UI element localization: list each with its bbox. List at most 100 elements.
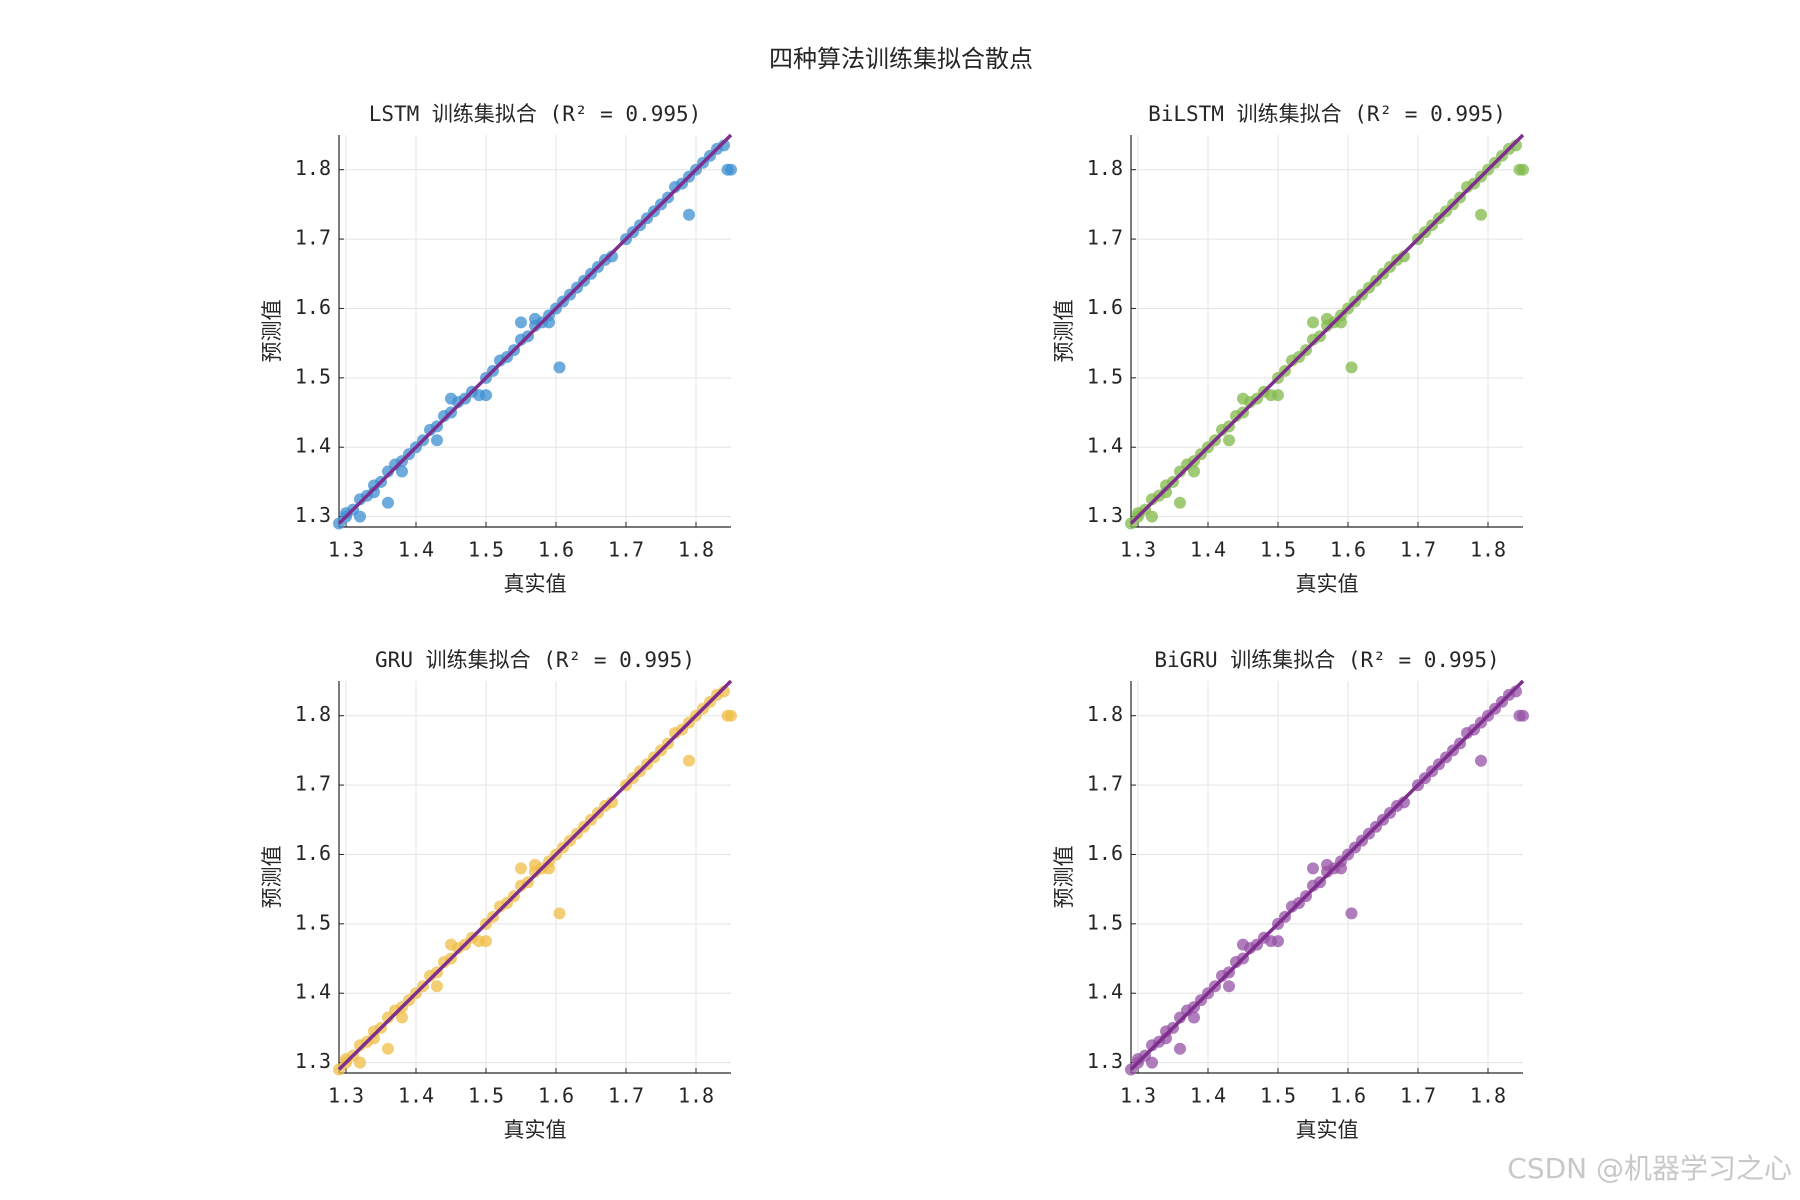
point [1475, 208, 1487, 221]
panel-title: GRU 训练集拟合 (R² = 0.995) [375, 648, 695, 672]
point [445, 938, 457, 951]
x-tick-label: 1.3 [1120, 538, 1156, 562]
x-tick-label: 1.6 [538, 1084, 574, 1108]
point [1188, 465, 1200, 478]
point [718, 685, 730, 698]
x-tick-label: 1.3 [328, 1084, 364, 1108]
figure-title: 四种算法训练集拟合散点 [769, 45, 1033, 73]
y-axis-label: 预测值 [260, 300, 284, 363]
point [606, 796, 618, 809]
y-tick-label: 1.5 [295, 910, 331, 934]
point [382, 496, 394, 509]
point [1146, 510, 1158, 523]
x-tick-label: 1.8 [1470, 538, 1506, 562]
x-tick-label: 1.8 [1470, 1084, 1506, 1108]
point [431, 434, 443, 447]
x-tick-label: 1.4 [398, 538, 434, 562]
x-tick-label: 1.5 [468, 538, 504, 562]
point [553, 907, 566, 920]
fit-line [1129, 133, 1525, 525]
y-tick-label: 1.4 [295, 980, 331, 1004]
x-tick-label: 1.4 [398, 1084, 434, 1108]
y-tick-label: 1.6 [1087, 295, 1123, 319]
point [1475, 754, 1487, 767]
y-tick-label: 1.6 [295, 295, 331, 319]
point [1517, 163, 1529, 176]
fit-line [1129, 679, 1525, 1071]
y-tick-label: 1.3 [1087, 1049, 1123, 1073]
point [1398, 796, 1410, 809]
y-tick-label: 1.4 [295, 434, 331, 458]
y-axis-label: 预测值 [260, 846, 284, 909]
x-tick-label: 1.7 [1400, 538, 1436, 562]
point [515, 862, 527, 875]
point [606, 250, 618, 263]
y-tick-label: 1.5 [1087, 910, 1123, 934]
x-tick-label: 1.5 [1260, 538, 1296, 562]
point [1237, 938, 1249, 951]
point [431, 980, 443, 993]
x-tick-label: 1.4 [1190, 538, 1226, 562]
point [1223, 434, 1235, 447]
y-tick-label: 1.7 [295, 226, 331, 250]
point [718, 139, 730, 152]
y-tick-label: 1.6 [1087, 841, 1123, 865]
point [683, 754, 695, 767]
point [1272, 389, 1284, 402]
y-tick-label: 1.8 [1087, 156, 1123, 180]
y-tick-label: 1.3 [1087, 503, 1123, 527]
point [1517, 709, 1529, 722]
point [725, 709, 737, 722]
point [1345, 361, 1358, 374]
point [1321, 312, 1333, 325]
point [1223, 980, 1235, 993]
point [480, 935, 492, 948]
point [725, 163, 737, 176]
x-tick-label: 1.8 [678, 1084, 714, 1108]
x-tick-label: 1.3 [1120, 1084, 1156, 1108]
y-tick-label: 1.8 [295, 156, 331, 180]
x-axis-label: 真实值 [504, 572, 567, 596]
x-tick-label: 1.6 [538, 538, 574, 562]
panel-title: BiGRU 训练集拟合 (R² = 0.995) [1154, 648, 1499, 672]
fit-line [337, 679, 733, 1071]
point [445, 392, 457, 405]
y-tick-label: 1.3 [295, 1049, 331, 1073]
x-tick-label: 1.3 [328, 538, 364, 562]
x-tick-label: 1.4 [1190, 1084, 1226, 1108]
x-axis-label: 真实值 [504, 1118, 567, 1142]
fit-line [337, 133, 733, 525]
point [515, 316, 527, 329]
x-axis-label: 真实值 [1296, 1118, 1359, 1142]
x-tick-label: 1.6 [1330, 1084, 1366, 1108]
point [1188, 1011, 1200, 1024]
point [396, 465, 408, 478]
y-tick-label: 1.6 [295, 841, 331, 865]
y-tick-label: 1.3 [295, 503, 331, 527]
point [1321, 858, 1333, 871]
point [1307, 316, 1319, 329]
panel-title: LSTM 训练集拟合 (R² = 0.995) [369, 102, 702, 126]
y-tick-label: 1.4 [1087, 434, 1123, 458]
point [683, 208, 695, 221]
y-tick-label: 1.7 [295, 772, 331, 796]
point [480, 389, 492, 402]
point [354, 1056, 366, 1069]
y-axis-label: 预测值 [1052, 846, 1076, 909]
point [1345, 907, 1358, 920]
point [1510, 139, 1522, 152]
point [1307, 862, 1319, 875]
x-tick-label: 1.6 [1330, 538, 1366, 562]
point [529, 312, 541, 325]
x-axis-label: 真实值 [1296, 572, 1359, 596]
panel-title: BiLSTM 训练集拟合 (R² = 0.995) [1148, 102, 1506, 126]
point [1160, 1032, 1172, 1045]
point [396, 1011, 408, 1024]
point [529, 858, 541, 871]
point [1174, 1042, 1186, 1055]
y-tick-label: 1.8 [295, 702, 331, 726]
y-tick-label: 1.7 [1087, 226, 1123, 250]
x-tick-label: 1.5 [468, 1084, 504, 1108]
y-tick-label: 1.7 [1087, 772, 1123, 796]
